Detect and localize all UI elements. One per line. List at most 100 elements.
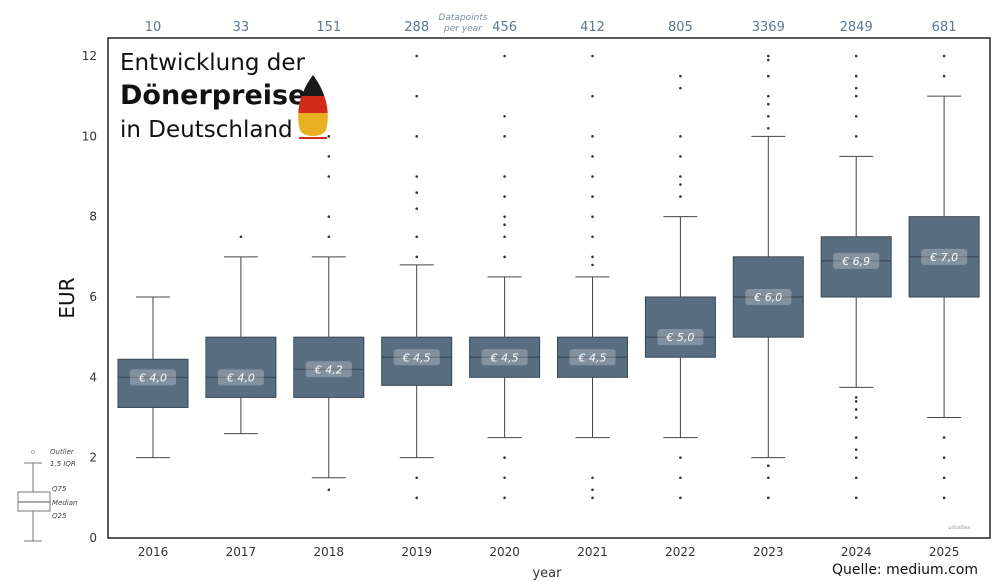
plot-frame — [107, 37, 991, 539]
outlier-point — [415, 235, 419, 239]
median-label: € 4,5 — [578, 351, 607, 364]
median-label-bg — [481, 349, 528, 366]
outlier-point — [942, 436, 946, 439]
outlier-point — [679, 175, 682, 178]
median-label-bg — [569, 349, 616, 366]
outlier-point — [415, 255, 419, 259]
box-2022 — [644, 296, 716, 358]
box-2016 — [117, 358, 189, 408]
title-line-1: Entwicklung der — [120, 50, 305, 76]
watermark: u/IceSea — [949, 525, 970, 531]
outlier-point — [591, 496, 594, 500]
x-tick-label: 2023 — [753, 545, 784, 559]
outlier-point — [854, 408, 858, 411]
outlier-point — [591, 54, 594, 58]
median-label-bg — [921, 248, 968, 265]
outlier-point — [854, 448, 858, 451]
count-label: 151 — [316, 20, 341, 35]
outlier-point — [679, 135, 682, 138]
outlier-point — [503, 235, 506, 239]
count-label: 681 — [932, 20, 957, 35]
outlier-point — [591, 488, 594, 492]
outlier-point — [767, 102, 770, 106]
outlier-point — [854, 456, 858, 459]
y-tick-label: 12 — [82, 49, 97, 63]
outlier-point — [503, 54, 506, 58]
median-label: € 7,0 — [929, 251, 958, 264]
outlier-point — [942, 476, 946, 480]
y-tick-label: 2 — [89, 451, 97, 465]
outlier-point — [942, 54, 946, 58]
outlier-point — [854, 476, 858, 480]
box-2018 — [293, 336, 365, 398]
outlier-point — [854, 135, 858, 138]
legend-outlier-mark — [31, 450, 35, 454]
legend: Outlier 1.5 IQR Q75 Median Q25 — [17, 448, 77, 542]
median-label-bg — [130, 369, 176, 386]
x-tick-label: 2022 — [665, 545, 696, 559]
median-label-bg — [305, 361, 352, 378]
outlier-point — [854, 436, 858, 439]
svg-text:Median: Median — [52, 499, 77, 507]
median-label: € 4,5 — [402, 351, 431, 364]
outlier-point — [679, 496, 682, 500]
outlier-point — [503, 175, 506, 178]
median-label: € 4,5 — [490, 351, 519, 364]
outlier-point — [503, 223, 506, 226]
outlier-point — [942, 456, 946, 459]
outlier-point — [503, 215, 506, 218]
outlier-point — [415, 207, 419, 210]
median-label: € 4,2 — [314, 363, 343, 376]
outlier-point — [767, 94, 770, 98]
outlier-point — [591, 195, 594, 198]
y-tick-label: 10 — [82, 129, 97, 143]
outlier-point — [503, 135, 506, 138]
outlier-point — [591, 476, 594, 480]
count-label: 805 — [668, 20, 693, 35]
outlier-point — [767, 58, 770, 62]
x-tick-label: 2016 — [138, 545, 169, 559]
title-line-2: Dönerpreise — [120, 80, 306, 111]
outlier-point — [415, 476, 419, 480]
outlier-point — [679, 183, 682, 186]
outlier-point — [854, 416, 858, 419]
median-label: € 6,9 — [841, 255, 870, 268]
x-tick-label: 2021 — [577, 545, 608, 559]
median-label: € 4,0 — [226, 371, 255, 384]
median-label-bg — [745, 289, 792, 305]
x-tick-label: 2025 — [929, 545, 960, 559]
outlier-point — [503, 456, 506, 459]
outlier-point — [415, 54, 419, 58]
count-label: 3369 — [752, 20, 785, 35]
y-tick-label: 8 — [89, 210, 97, 224]
count-label: 10 — [145, 20, 162, 35]
outlier-point — [327, 175, 331, 178]
svg-text:Outlier: Outlier — [50, 448, 75, 456]
source-text: Quelle: medium.com — [832, 562, 978, 578]
x-tick-label: 2019 — [401, 545, 432, 559]
outlier-point — [854, 54, 858, 58]
outlier-point — [327, 135, 331, 138]
median-label-bg — [217, 369, 264, 386]
outlier-point — [854, 496, 858, 500]
median-label-bg — [393, 349, 440, 366]
median-label: € 5,0 — [665, 331, 694, 344]
counts-label-1: Datapoints — [438, 13, 487, 23]
x-tick-label: 2024 — [841, 545, 872, 559]
outlier-point — [327, 215, 331, 218]
median-label-bg — [833, 252, 880, 269]
y-axis-label: EUR — [55, 277, 79, 318]
svg-text:1.5 IQR: 1.5 IQR — [50, 460, 76, 468]
outlier-point — [503, 496, 506, 500]
count-label: 2849 — [840, 20, 873, 35]
outlier-point — [942, 74, 946, 78]
count-label: 456 — [492, 20, 517, 35]
outlier-point — [415, 496, 419, 500]
outlier-point — [503, 195, 506, 198]
counts-label-2: per year — [443, 24, 483, 34]
y-tick-label: 0 — [89, 531, 97, 545]
box-2017 — [205, 336, 277, 398]
outlier-point — [679, 476, 682, 480]
title-line-3: in Deutschland — [120, 117, 293, 143]
outlier-point — [327, 155, 331, 158]
